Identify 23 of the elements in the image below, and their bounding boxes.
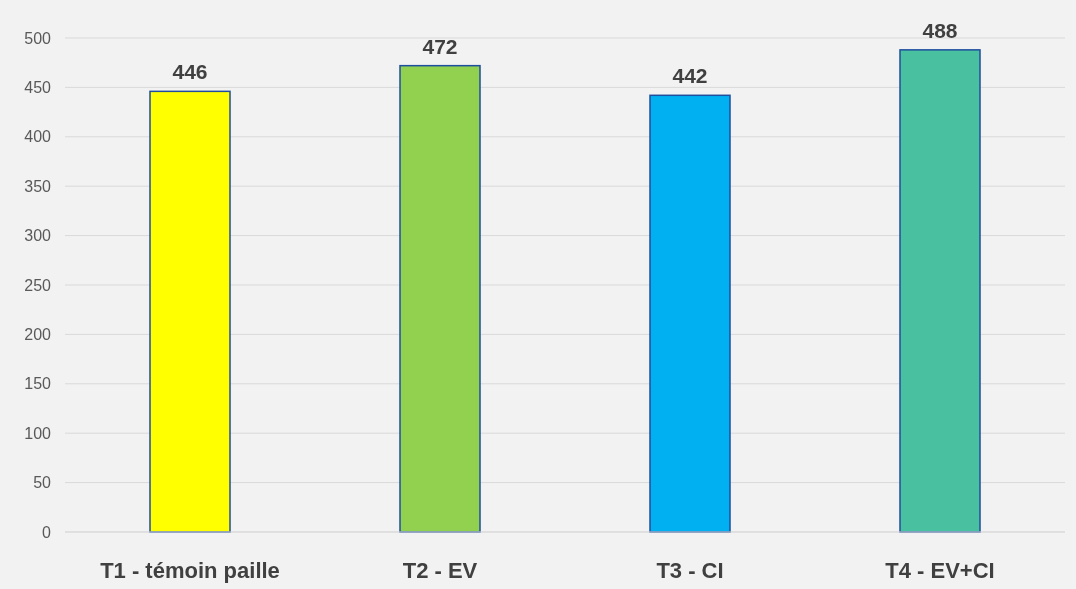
data-label: 442 (672, 64, 708, 88)
x-tick-label: T4 - EV+CI (885, 558, 995, 583)
data-label: 472 (422, 34, 458, 58)
y-tick-label: 100 (24, 424, 52, 442)
bar (399, 64, 481, 533)
y-tick-label: 250 (24, 276, 52, 294)
x-tick-label: T3 - CI (656, 558, 724, 583)
bar (149, 90, 231, 533)
y-tick-label: 350 (24, 177, 52, 195)
bar (899, 49, 981, 533)
y-tick-label: 450 (24, 79, 52, 97)
y-tick-label: 200 (24, 326, 52, 344)
x-tick-label: T1 - témoin paille (100, 558, 280, 583)
y-tick-label: 400 (24, 128, 52, 146)
y-tick-label: 150 (24, 375, 52, 393)
data-label: 488 (922, 18, 958, 42)
y-tick-label: 50 (33, 474, 52, 492)
x-tick-label: T2 - EV (402, 558, 478, 583)
y-tick-label: 300 (24, 227, 52, 245)
y-tick-label: 500 (24, 29, 52, 47)
y-tick-label: 0 (42, 523, 52, 541)
data-label: 446 (172, 60, 208, 84)
bar (649, 94, 731, 533)
